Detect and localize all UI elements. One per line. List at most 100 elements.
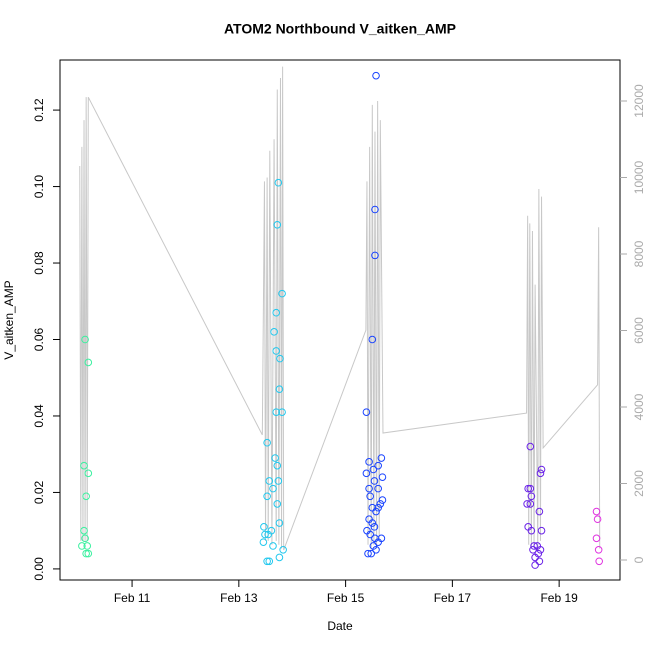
point — [370, 523, 379, 531]
point — [362, 469, 371, 478]
point — [273, 220, 282, 229]
point — [265, 477, 274, 485]
point — [81, 335, 89, 344]
point — [81, 534, 89, 543]
point — [529, 545, 537, 554]
point — [374, 503, 382, 512]
point — [537, 526, 546, 535]
point — [595, 557, 603, 566]
point — [526, 500, 535, 508]
point — [367, 549, 376, 558]
point — [527, 526, 536, 535]
point — [526, 442, 535, 451]
point — [368, 519, 377, 527]
x-tick-label: Feb 11 — [114, 591, 151, 605]
point — [274, 178, 283, 187]
point — [536, 545, 545, 554]
y-tick-label: 0.06 — [32, 327, 46, 351]
point — [535, 507, 544, 516]
point — [82, 549, 90, 558]
x-tick-label: Feb 13 — [220, 591, 258, 605]
y-tick-label: 0.10 — [32, 175, 46, 199]
y2-line — [79, 66, 601, 551]
point — [263, 438, 271, 447]
y2-tick-label: 6000 — [632, 317, 646, 344]
point — [377, 454, 386, 462]
point — [260, 523, 268, 531]
point — [274, 477, 283, 485]
y-tick-label: 0.12 — [32, 98, 46, 122]
y-tick-label: 0.08 — [32, 251, 46, 275]
point — [369, 465, 378, 474]
point — [378, 496, 387, 504]
point — [271, 454, 279, 462]
point — [279, 545, 287, 554]
y-axis-label: V_aitken_AMP — [2, 280, 16, 359]
point — [592, 507, 601, 516]
point — [593, 515, 602, 524]
point — [84, 358, 93, 367]
y-tick-label: 0.00 — [32, 557, 46, 581]
y2-tick-label: 12000 — [632, 84, 646, 118]
point — [265, 557, 274, 566]
point — [275, 385, 284, 394]
x-axis-label: Date — [327, 619, 353, 633]
point — [84, 469, 93, 478]
point — [259, 538, 268, 546]
point — [592, 534, 601, 543]
point — [366, 530, 374, 539]
point — [369, 542, 378, 550]
point — [270, 328, 278, 336]
point — [362, 408, 371, 416]
point — [275, 553, 284, 562]
point — [371, 205, 379, 214]
point — [524, 484, 532, 493]
point — [263, 492, 271, 501]
point — [78, 542, 86, 550]
point — [82, 492, 90, 501]
point — [272, 308, 281, 317]
point — [523, 500, 531, 508]
x-tick-label: Feb 15 — [327, 591, 365, 605]
y2-tick-label: 0 — [632, 556, 646, 563]
point — [272, 408, 281, 416]
point — [536, 469, 545, 478]
point — [537, 465, 546, 474]
point — [530, 542, 538, 550]
point — [526, 484, 535, 493]
point — [368, 335, 377, 344]
point — [278, 289, 286, 298]
point — [83, 542, 92, 550]
y2-tick-label: 10000 — [632, 160, 646, 194]
point — [80, 526, 88, 535]
point — [372, 71, 380, 80]
point — [269, 484, 277, 493]
point — [261, 530, 269, 539]
point — [84, 549, 93, 558]
x-tick-label: Feb 19 — [540, 591, 578, 605]
y2-tick-label: 4000 — [632, 393, 646, 420]
point — [269, 542, 277, 550]
point — [372, 507, 380, 516]
point — [371, 251, 379, 260]
point — [531, 561, 539, 569]
plot-frame — [59, 59, 621, 581]
point — [374, 484, 382, 493]
point — [370, 477, 379, 485]
point — [531, 553, 539, 562]
point — [273, 500, 282, 508]
point — [374, 461, 382, 470]
point — [535, 557, 544, 566]
point — [372, 545, 380, 554]
y2-tick-label: 8000 — [632, 240, 646, 267]
x-tick-label: Feb 17 — [434, 591, 472, 605]
point — [365, 484, 373, 493]
point — [376, 500, 385, 508]
point — [263, 557, 271, 566]
point — [264, 530, 272, 539]
y2-tick-label: 2000 — [632, 470, 646, 497]
point — [594, 545, 603, 554]
point — [364, 549, 372, 558]
point — [366, 492, 374, 501]
